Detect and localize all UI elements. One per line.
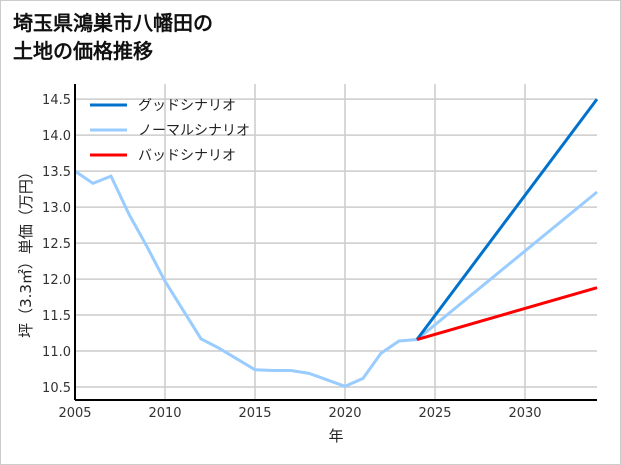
x-tick-label: 2020 [328, 406, 361, 421]
x-tick-label: 2015 [238, 406, 271, 421]
y-tick-label: 14.5 [42, 93, 71, 108]
chart-title: 埼玉県鴻巣市八幡田の 土地の価格推移 [13, 9, 213, 65]
y-tick-label: 12.0 [42, 273, 71, 288]
y-tick-label: 11.0 [42, 345, 71, 360]
series-line-1 [74, 169, 598, 388]
title-line-2: 土地の価格推移 [13, 39, 153, 63]
y-tick-label: 13.0 [42, 201, 71, 216]
y-tick-label: 11.5 [42, 309, 71, 324]
y-tick-label: 13.5 [42, 165, 71, 180]
title-line-1: 埼玉県鴻巣市八幡田の [13, 11, 213, 35]
legend-label: ノーマルシナリオ [138, 123, 250, 139]
x-tick-label: 2010 [148, 406, 181, 421]
y-tick-label: 10.5 [42, 381, 71, 396]
series-line-0 [415, 98, 599, 341]
legend-label: バッドシナリオ [138, 148, 236, 164]
x-axis-label: 年 [328, 427, 343, 445]
y-tick-label: 14.0 [42, 129, 71, 144]
x-tick-label: 2030 [508, 406, 541, 421]
x-tick-label: 2005 [58, 406, 91, 421]
y-axis-label: 坪（3.3㎡）単価（万円） [17, 164, 35, 338]
series-line-2 [416, 286, 598, 341]
y-tick-label: 12.5 [42, 237, 71, 252]
legend-label: グッドシナリオ [138, 98, 236, 114]
x-tick-label: 2025 [418, 406, 451, 421]
